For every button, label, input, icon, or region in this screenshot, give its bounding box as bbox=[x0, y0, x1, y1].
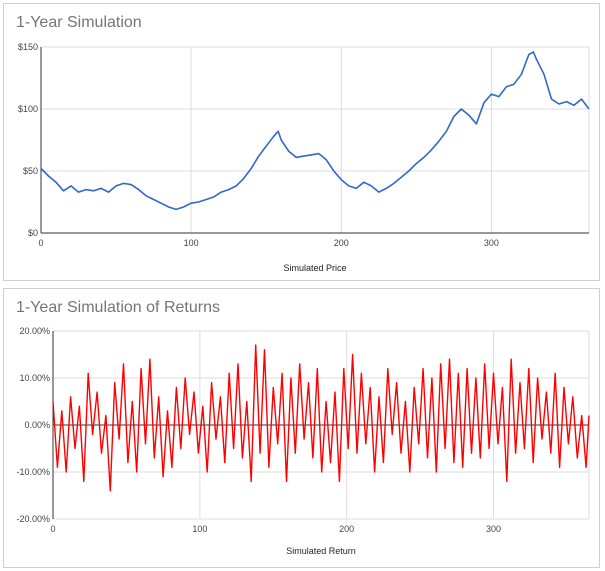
x-tick-label: 200 bbox=[339, 524, 354, 534]
x-tick-label: 100 bbox=[184, 238, 199, 248]
series-line-simulated-return bbox=[52, 344, 590, 492]
y-tick-label: -20.00% bbox=[16, 514, 50, 524]
chart-title: 1-Year Simulation of Returns bbox=[16, 299, 220, 316]
x-tick-label: 100 bbox=[192, 524, 207, 534]
y-tick-label: 10.00% bbox=[19, 373, 50, 383]
y-tick-label: -10.00% bbox=[16, 467, 50, 477]
x-tick-label: 300 bbox=[484, 238, 499, 248]
y-tick-label: 20.00% bbox=[19, 326, 50, 336]
price-chart-svg: 0 100 200 300 $0 $50 $100 $150 Simulated Price bbox=[18, 42, 590, 273]
y-tick-label: 0.00% bbox=[24, 420, 50, 430]
y-tick-label: $100 bbox=[18, 104, 38, 114]
x-tick-label: 200 bbox=[334, 238, 349, 248]
series-line-simulated-price bbox=[40, 51, 590, 211]
returns-chart-panel: 1-Year Simulation of Returns 0 100 200 300 -… bbox=[3, 288, 600, 568]
y-tick-label: $50 bbox=[23, 166, 38, 176]
x-tick-label: 0 bbox=[38, 238, 43, 248]
y-tick-label: $0 bbox=[28, 228, 38, 238]
returns-chart-svg: 0 100 200 300 -20.00% -10.00% 0.00% 10.00% 20.00… bbox=[16, 326, 590, 556]
y-tick-label: $150 bbox=[18, 42, 38, 52]
x-tick-label: 300 bbox=[486, 524, 501, 534]
x-tick-label: 0 bbox=[50, 524, 55, 534]
x-axis-label: Simulated Price bbox=[283, 263, 346, 273]
price-chart-panel: 1-Year Simulation 0 100 200 300 $0 $50 $100 $15… bbox=[3, 3, 600, 281]
x-axis-label: Simulated Return bbox=[286, 546, 356, 556]
chart-title: 1-Year Simulation bbox=[16, 14, 142, 31]
